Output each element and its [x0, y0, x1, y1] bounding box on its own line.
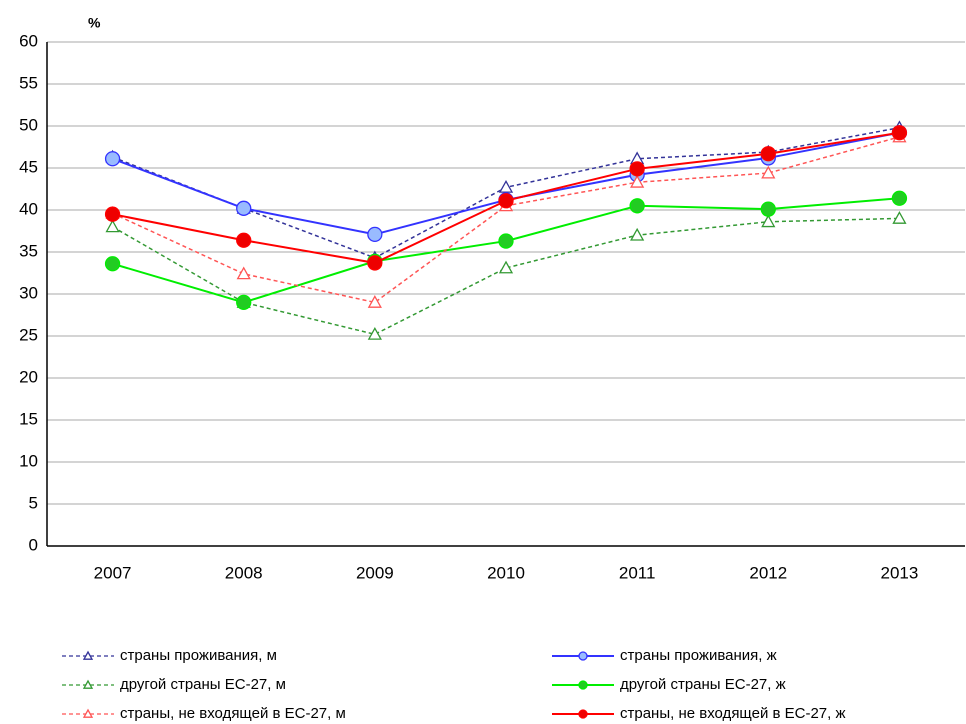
x-tick-label: 2011	[619, 563, 656, 582]
marker	[104, 256, 121, 272]
marker	[498, 193, 514, 209]
x-tick-label: 2013	[881, 563, 919, 582]
series-line	[112, 136, 900, 304]
legend-marker	[82, 650, 94, 660]
y-tick-label: 15	[19, 409, 38, 428]
marker	[104, 151, 121, 167]
y-tick-label: 55	[19, 73, 38, 92]
y-tick-label: 50	[19, 115, 38, 134]
x-tick-label: 2010	[487, 563, 525, 582]
legend-label: страны проживания, ж	[620, 647, 777, 664]
marker	[498, 179, 514, 193]
legend-marker	[82, 679, 94, 689]
marker	[761, 165, 776, 179]
marker	[760, 201, 776, 217]
x-tick-label: 2009	[356, 563, 394, 582]
y-tick-label: 5	[29, 493, 38, 512]
legend-marker	[82, 708, 94, 718]
y-tick-label: 35	[19, 241, 38, 260]
marker	[104, 206, 121, 222]
y-tick-label: 0	[29, 535, 38, 554]
marker	[630, 174, 645, 188]
y-axis-label: %	[88, 15, 101, 31]
legend-label: страны проживания, м	[120, 647, 277, 664]
marker	[891, 190, 908, 206]
marker	[367, 226, 383, 243]
marker	[630, 227, 645, 241]
y-tick-label: 30	[19, 283, 38, 302]
legend-label: другой страны ЕС-27, м	[120, 676, 286, 693]
legend-marker	[578, 709, 588, 719]
y-tick-label: 40	[19, 199, 38, 218]
x-tick-label: 2007	[94, 563, 132, 582]
marker	[367, 326, 382, 340]
y-tick-label: 45	[19, 157, 38, 176]
legend-label: другой страны ЕС-27, ж	[620, 676, 786, 693]
y-tick-label: 20	[19, 367, 38, 386]
legend-label: страны, не входящей в ЕС-27, ж	[620, 705, 846, 722]
legend-marker	[578, 680, 588, 690]
marker	[629, 198, 645, 214]
marker	[761, 214, 776, 228]
marker	[236, 232, 252, 248]
marker	[105, 219, 120, 233]
marker	[236, 294, 252, 311]
y-tick-label: 10	[19, 451, 38, 470]
series-line	[112, 197, 900, 304]
marker	[498, 233, 514, 249]
y-tick-label: 25	[19, 325, 38, 344]
marker	[892, 211, 907, 224]
marker	[498, 260, 514, 274]
legend-marker	[578, 651, 588, 661]
x-tick-label: 2008	[225, 563, 263, 582]
marker	[629, 161, 645, 177]
marker	[891, 125, 908, 141]
x-tick-label: 2012	[749, 563, 787, 582]
marker	[760, 146, 776, 162]
marker	[367, 295, 382, 308]
legend-label: страны, не входящей в ЕС-27, м	[120, 705, 346, 722]
marker	[236, 200, 252, 216]
marker	[367, 255, 383, 271]
y-tick-label: 60	[19, 31, 38, 50]
marker	[236, 266, 251, 280]
